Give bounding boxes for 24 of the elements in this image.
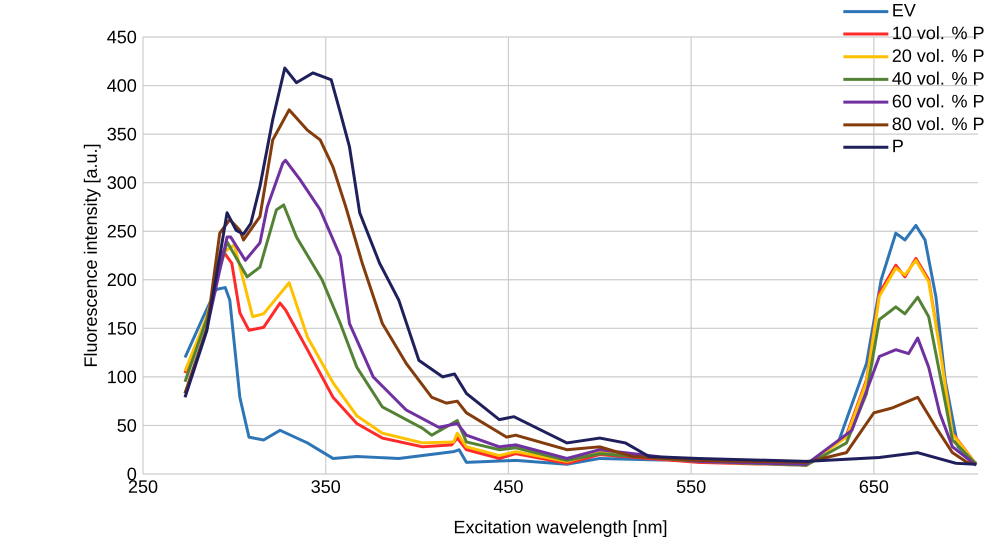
y-tick-label: 400: [107, 79, 136, 92]
legend-label: EV: [893, 4, 916, 16]
x-tick-label: 350: [311, 480, 340, 493]
legend-label: 20 vol. % P: [892, 48, 984, 62]
y-tick-label: 350: [107, 128, 136, 140]
y-tick-label: 50: [118, 419, 136, 432]
y-tick-label: 200: [108, 273, 136, 286]
x-tick-label: 250: [128, 480, 158, 493]
y-tick-label: 250: [108, 224, 136, 238]
legend-label: 10 vol. % P: [893, 26, 984, 40]
legend-label: 80 vol. % P: [892, 117, 984, 130]
legend-label: P: [893, 140, 903, 152]
legend-label: 60 vol. % P: [892, 94, 984, 108]
x-axis-title: Excitation wavelength [nm]: [454, 520, 666, 537]
x-tick-label: 550: [676, 480, 706, 493]
y-tick-label: 450: [107, 30, 136, 44]
y-tick-label: 0: [127, 468, 136, 480]
y-axis-title: Fluorescence intensity [a.u.]: [84, 144, 101, 366]
legend-label: 40 vol. % P: [892, 72, 984, 85]
y-tick-label: 300: [107, 176, 136, 190]
x-tick-label: 450: [494, 480, 523, 493]
x-tick-label: 650: [860, 480, 888, 493]
y-tick-label: 150: [108, 322, 136, 335]
y-tick-label: 100: [108, 370, 136, 384]
